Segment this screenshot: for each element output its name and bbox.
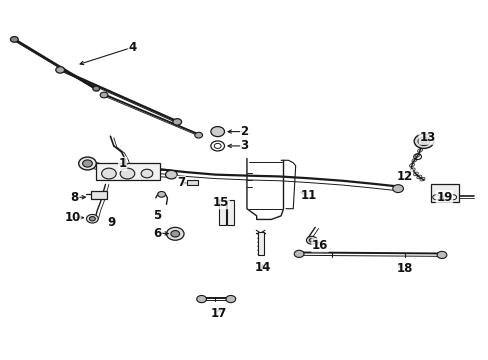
Circle shape <box>120 168 135 179</box>
Text: 5: 5 <box>152 209 161 222</box>
Bar <box>219 200 225 225</box>
Circle shape <box>194 132 202 138</box>
Circle shape <box>306 236 317 244</box>
Circle shape <box>158 192 165 197</box>
Text: 13: 13 <box>418 131 435 144</box>
Bar <box>257 232 264 255</box>
Text: 8: 8 <box>71 191 79 204</box>
Text: 4: 4 <box>128 41 136 54</box>
Text: 10: 10 <box>64 211 81 224</box>
Text: 6: 6 <box>153 226 162 239</box>
Circle shape <box>100 92 108 98</box>
Circle shape <box>172 119 181 125</box>
Circle shape <box>79 157 96 170</box>
Circle shape <box>89 217 95 221</box>
Circle shape <box>413 134 433 148</box>
Text: 1: 1 <box>118 157 126 170</box>
Circle shape <box>392 185 403 193</box>
Circle shape <box>436 251 446 258</box>
Bar <box>96 163 159 180</box>
Bar <box>91 191 106 199</box>
Circle shape <box>165 170 177 179</box>
Bar <box>187 180 198 185</box>
Text: 9: 9 <box>107 216 116 229</box>
Text: 14: 14 <box>254 261 271 274</box>
Circle shape <box>294 250 304 257</box>
Text: 15: 15 <box>212 196 229 209</box>
Text: 16: 16 <box>311 239 327 252</box>
Text: 19: 19 <box>435 191 452 204</box>
Text: 18: 18 <box>395 262 412 275</box>
Text: 17: 17 <box>211 307 227 320</box>
Circle shape <box>56 67 64 73</box>
Circle shape <box>417 137 429 145</box>
Circle shape <box>225 296 235 303</box>
Circle shape <box>10 37 18 42</box>
Circle shape <box>420 139 426 143</box>
Text: 3: 3 <box>240 139 248 152</box>
Circle shape <box>166 227 183 240</box>
Text: 2: 2 <box>240 125 248 138</box>
Circle shape <box>196 296 206 303</box>
Text: 12: 12 <box>395 170 412 183</box>
Circle shape <box>86 215 98 223</box>
Bar <box>430 184 458 202</box>
Circle shape <box>141 169 153 178</box>
Circle shape <box>93 86 100 91</box>
Circle shape <box>82 160 92 167</box>
Text: 11: 11 <box>300 189 316 202</box>
Circle shape <box>309 238 314 242</box>
Circle shape <box>210 127 224 136</box>
Circle shape <box>170 230 179 237</box>
Text: 7: 7 <box>177 176 185 189</box>
Bar <box>227 200 234 225</box>
Circle shape <box>102 168 116 179</box>
